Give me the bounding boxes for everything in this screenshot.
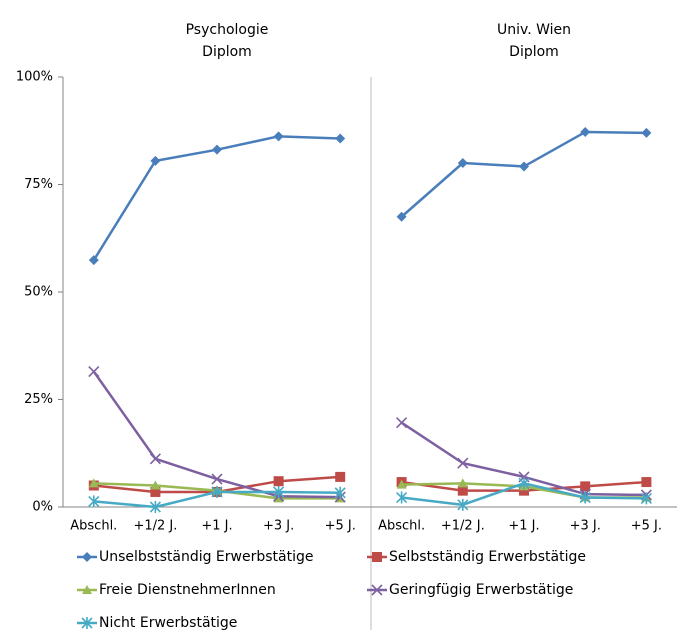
- data-point: [457, 457, 469, 469]
- data-point: [457, 478, 468, 488]
- panel-title: Diplom: [202, 44, 252, 60]
- x-tick-label: +1 J.: [201, 519, 232, 534]
- data-point: [519, 485, 529, 496]
- x-tick-label: Abschl.: [378, 519, 425, 534]
- data-point: [396, 211, 407, 222]
- legend-label: Selbstständig Erwerbstätige: [389, 549, 586, 565]
- y-tick-label: 75%: [24, 177, 53, 192]
- legend-marker: [82, 585, 92, 594]
- data-point: [580, 481, 591, 492]
- data-point: [580, 127, 591, 138]
- data-point: [88, 495, 100, 508]
- panel-title: Diplom: [509, 44, 559, 60]
- y-tick-label: 50%: [24, 285, 53, 300]
- data-point: [334, 486, 346, 499]
- legend-marker: [371, 584, 383, 596]
- panel-title: Univ. Wien: [497, 22, 571, 38]
- legend-marker: [81, 617, 93, 629]
- x-tick-label: Abschl.: [70, 519, 117, 534]
- x-tick-label: +1/2 J.: [441, 519, 485, 534]
- data-point: [211, 485, 223, 498]
- x-tick-label: +1 J.: [508, 519, 539, 534]
- data-point: [457, 485, 468, 496]
- data-point: [335, 471, 346, 482]
- x-tick-label: +3 J.: [263, 519, 294, 534]
- data-point: [396, 479, 407, 489]
- data-point: [149, 501, 161, 513]
- data-point: [150, 486, 161, 497]
- legend-label: Freie DienstnehmerInnen: [99, 582, 276, 598]
- legend-label: Unselbstständig Erwerbstätige: [99, 549, 313, 565]
- y-tick-label: 25%: [24, 392, 53, 407]
- legend-marker: [82, 552, 92, 562]
- data-point: [579, 491, 591, 504]
- data-point: [149, 453, 161, 465]
- data-point: [518, 477, 530, 490]
- data-point: [273, 485, 285, 498]
- data-point: [641, 127, 652, 138]
- data-point: [212, 144, 222, 155]
- data-point: [457, 498, 469, 511]
- data-point: [641, 477, 652, 488]
- legend-label: Nicht Erwerbstätige: [99, 615, 237, 631]
- data-point: [396, 417, 408, 429]
- x-tick-label: +1/2 J.: [133, 519, 177, 534]
- x-tick-label: +5 J.: [631, 519, 662, 534]
- y-tick-label: 100%: [16, 70, 53, 85]
- data-point: [150, 480, 161, 490]
- data-point: [88, 255, 99, 266]
- y-tick-label: 0%: [32, 500, 53, 515]
- data-point: [519, 161, 529, 172]
- legend-marker: [372, 552, 382, 562]
- data-point: [640, 492, 652, 505]
- data-point: [457, 158, 468, 168]
- x-tick-label: +3 J.: [570, 519, 601, 534]
- legend-label: Geringfügig Erwerbstätige: [389, 582, 573, 598]
- panel-title: Psychologie: [186, 22, 269, 38]
- data-point: [273, 476, 284, 487]
- data-point: [150, 155, 161, 166]
- data-point: [396, 491, 408, 504]
- data-point: [88, 478, 99, 488]
- data-point: [88, 365, 100, 378]
- x-tick-label: +5 J.: [325, 519, 356, 534]
- data-point: [335, 133, 346, 144]
- data-point: [211, 473, 223, 485]
- data-point: [273, 131, 284, 142]
